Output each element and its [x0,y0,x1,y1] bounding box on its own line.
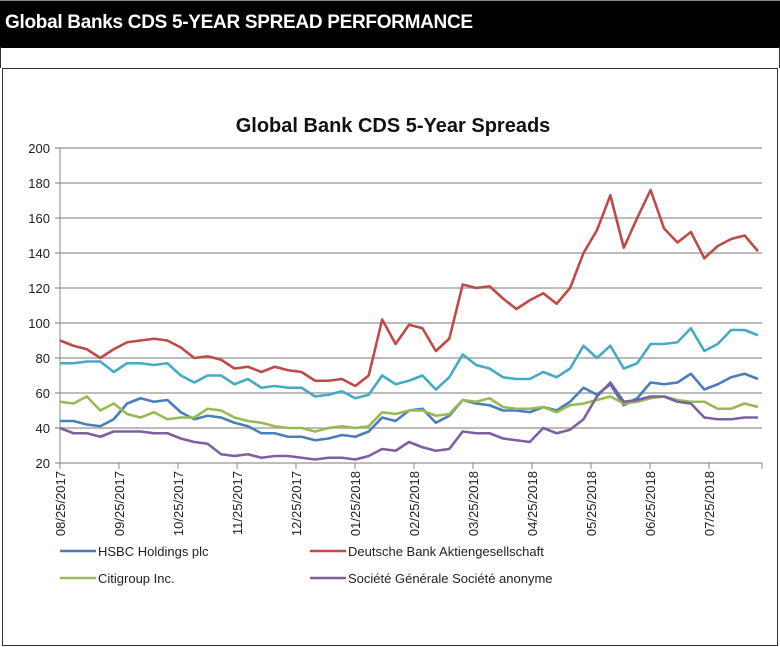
y-tick-label: 160 [28,211,50,226]
legend-label: Citigroup Inc. [98,571,175,586]
y-tick-label: 140 [28,246,50,261]
y-tick-label: 40 [36,421,50,436]
legend-label: HSBC Holdings plc [98,544,209,559]
series-line-4 [60,326,759,400]
x-tick-label: 01/25/2018 [348,471,363,536]
series-line-2 [59,395,759,433]
x-tick-label: 02/25/2018 [407,471,422,536]
legend-label: Deutsche Bank Aktiengesellschaft [348,544,544,559]
chart-title: Global Bank CDS 5-Year Spreads [236,115,551,137]
x-tick-label: 05/25/2018 [584,471,599,536]
page-title: Global Banks CDS 5-YEAR SPREAD PERFORMAN… [5,12,473,33]
legend-label: Société Générale Société anonyme [348,571,553,586]
x-tick-label: 10/25/2017 [171,471,186,536]
x-tick-label: 11/25/2017 [230,471,245,535]
series-line-0 [60,372,759,442]
y-tick-label: 100 [28,316,50,331]
y-tick-label: 80 [36,351,50,366]
y-tick-label: 20 [36,456,50,471]
y-tick-label: 180 [28,176,50,191]
y-tick-label: 120 [28,281,50,296]
x-tick-label: 03/25/2018 [466,471,481,536]
y-tick-label: 60 [36,386,50,401]
series-line-1 [59,188,759,388]
x-tick-label: 06/25/2018 [643,471,658,536]
x-tick-label: 12/25/2017 [289,471,304,536]
chart-frame [2,68,778,646]
x-tick-label: 07/25/2018 [702,471,717,536]
x-tick-label: 04/25/2018 [525,471,540,536]
page-header: Global Banks CDS 5-YEAR SPREAD PERFORMAN… [0,0,780,48]
y-tick-label: 200 [28,141,50,156]
x-tick-label: 09/25/2017 [112,471,127,536]
x-tick-label: 08/25/2017 [53,471,68,536]
series-line-3 [59,381,758,461]
